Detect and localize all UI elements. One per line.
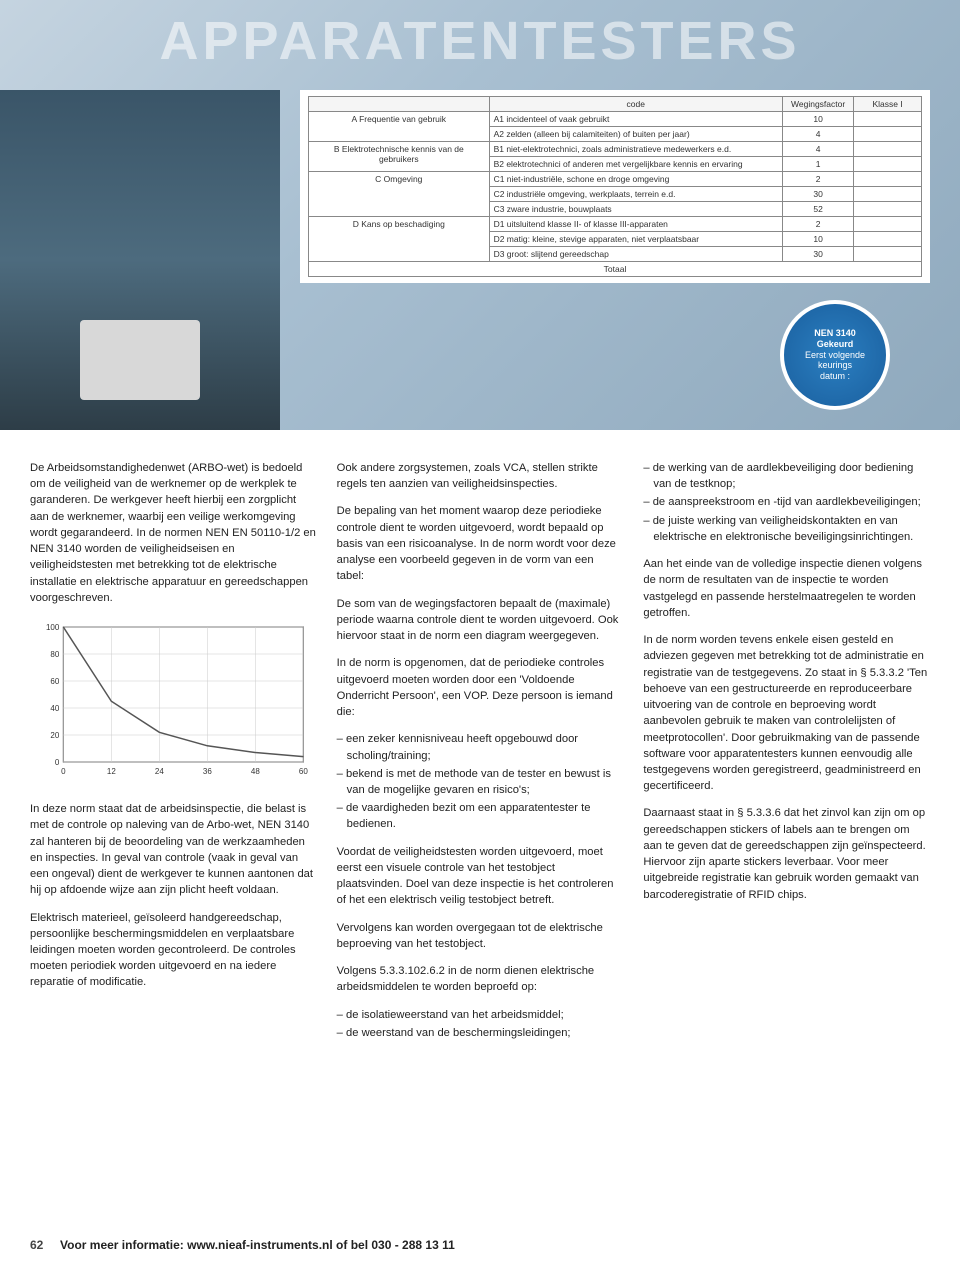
- svg-text:0: 0: [55, 758, 60, 767]
- column-2: Ook andere zorgsystemen, zoals VCA, stel…: [337, 460, 624, 1052]
- list-item: de isolatieweerstand van het arbeidsmidd…: [337, 1007, 624, 1023]
- table-cell: D3 groot: slijtend gereedschap: [489, 247, 782, 262]
- svg-text:24: 24: [155, 767, 164, 776]
- svg-text:20: 20: [50, 731, 59, 740]
- body-text: Daarnaast staat in § 5.3.3.6 dat het zin…: [643, 805, 930, 902]
- table-group-cell: A Frequentie van gebruik: [309, 112, 490, 142]
- list-item: de vaardigheden bezit om een apparatente…: [337, 800, 624, 832]
- table-cell: C3 zware industrie, bouwplaats: [489, 202, 782, 217]
- svg-text:40: 40: [50, 704, 59, 713]
- table-cell: [854, 157, 922, 172]
- list-item: de juiste werking van veiligheidskontakt…: [643, 513, 930, 545]
- table-group-cell: D Kans op beschadiging: [309, 217, 490, 262]
- table-cell: 4: [782, 127, 853, 142]
- table-cell: C2 industriële omgeving, werkplaats, ter…: [489, 187, 782, 202]
- table-cell: [854, 127, 922, 142]
- table-cell: [854, 232, 922, 247]
- svg-text:100: 100: [46, 623, 60, 632]
- table-cell: 2: [782, 217, 853, 232]
- table-cell: [854, 202, 922, 217]
- list-item: bekend is met de methode van de tester e…: [337, 766, 624, 798]
- table-cell: A2 zelden (alleen bij calamiteiten) of b…: [489, 127, 782, 142]
- body-text: Elektrisch materieel, geïsoleerd handger…: [30, 910, 317, 991]
- svg-text:60: 60: [299, 767, 308, 776]
- hero-table-container: code Wegingsfactor Klasse I A Frequentie…: [300, 90, 930, 283]
- table-cell: D2 matig: kleine, stevige apparaten, nie…: [489, 232, 782, 247]
- sticker-line: NEN 3140: [800, 328, 870, 339]
- table-header: [309, 97, 490, 112]
- body-text: De Arbeidsomstandighedenwet (ARBO-wet) i…: [30, 460, 317, 606]
- column-1: De Arbeidsomstandighedenwet (ARBO-wet) i…: [30, 460, 317, 1052]
- footer-text: Voor meer informatie: www.nieaf-instrume…: [60, 1238, 455, 1252]
- table-cell: D1 uitsluitend klasse II- of klasse III-…: [489, 217, 782, 232]
- table-cell: [854, 187, 922, 202]
- table-cell: [854, 112, 922, 127]
- risk-table: code Wegingsfactor Klasse I A Frequentie…: [308, 96, 922, 277]
- table-cell: 52: [782, 202, 853, 217]
- dash-list: de isolatieweerstand van het arbeidsmidd…: [337, 1007, 624, 1041]
- body-text: De bepaling van het moment waarop deze p…: [337, 503, 624, 584]
- list-item: een zeker kennisniveau heeft opgebouwd d…: [337, 731, 624, 763]
- list-item: de weerstand van de beschermingsleidinge…: [337, 1025, 624, 1041]
- table-cell: 30: [782, 187, 853, 202]
- svg-text:60: 60: [50, 677, 59, 686]
- table-cell: [854, 247, 922, 262]
- table-cell: 1: [782, 157, 853, 172]
- table-header: code: [489, 97, 782, 112]
- svg-text:80: 80: [50, 650, 59, 659]
- svg-text:0: 0: [61, 767, 66, 776]
- table-cell: B2 elektrotechnici of anderen met vergel…: [489, 157, 782, 172]
- table-cell: A1 incidenteel of vaak gebruikt: [489, 112, 782, 127]
- table-cell: 2: [782, 172, 853, 187]
- decay-chart: 0 20 40 60 80 100 0 12 24 36 48 60: [30, 617, 317, 787]
- table-cell: [854, 172, 922, 187]
- body-text: Aan het einde van de volledige inspectie…: [643, 556, 930, 621]
- table-cell: C1 niet-industriële, schone en droge omg…: [489, 172, 782, 187]
- svg-text:48: 48: [251, 767, 260, 776]
- body-text: De som van de wegingsfactoren bepaalt de…: [337, 596, 624, 645]
- table-cell: 30: [782, 247, 853, 262]
- list-item: de aanspreekstroom en -tijd van aardlekb…: [643, 494, 930, 510]
- body-text: Volgens 5.3.3.102.6.2 in de norm dienen …: [337, 963, 624, 995]
- body-text: Vervolgens kan worden overgegaan tot de …: [337, 920, 624, 952]
- svg-text:36: 36: [203, 767, 212, 776]
- table-group-cell: B Elektrotechnische kennis van de gebrui…: [309, 142, 490, 172]
- body-text: Voordat de veiligheidstesten worden uitg…: [337, 844, 624, 909]
- dash-list: een zeker kennisniveau heeft opgebouwd d…: [337, 731, 624, 832]
- page-title: APPARATENTESTERS: [159, 10, 800, 72]
- hero-photo: [0, 90, 280, 430]
- table-header: Wegingsfactor: [782, 97, 853, 112]
- table-cell: [854, 217, 922, 232]
- body-text: In deze norm staat dat de arbeidsinspect…: [30, 801, 317, 898]
- sticker-line: Eerst volgende: [800, 350, 870, 361]
- page-footer: 62 Voor meer informatie: www.nieaf-instr…: [30, 1238, 930, 1252]
- dash-list: de werking van de aardlekbeveiliging doo…: [643, 460, 930, 545]
- body-text: In de norm worden tevens enkele eisen ge…: [643, 632, 930, 794]
- svg-text:12: 12: [107, 767, 116, 776]
- content-columns: De Arbeidsomstandighedenwet (ARBO-wet) i…: [0, 430, 960, 1062]
- table-cell: [854, 142, 922, 157]
- table-cell: 4: [782, 142, 853, 157]
- table-group-cell: C Omgeving: [309, 172, 490, 217]
- list-item: de werking van de aardlekbeveiliging doo…: [643, 460, 930, 492]
- table-cell: 10: [782, 232, 853, 247]
- sticker-line: Gekeurd: [800, 339, 870, 350]
- sticker-line: datum :: [800, 371, 870, 382]
- inspection-sticker: NEN 3140 Gekeurd Eerst volgende keurings…: [780, 300, 890, 410]
- hero-section: APPARATENTESTERS code Wegingsfactor Klas…: [0, 0, 960, 430]
- table-cell: 10: [782, 112, 853, 127]
- page-number: 62: [30, 1238, 60, 1252]
- body-text: Ook andere zorgsystemen, zoals VCA, stel…: [337, 460, 624, 492]
- column-3: de werking van de aardlekbeveiliging doo…: [643, 460, 930, 1052]
- sticker-line: keurings: [800, 360, 870, 371]
- table-cell: B1 niet-elektrotechnici, zoals administr…: [489, 142, 782, 157]
- body-text: In de norm is opgenomen, dat de periodie…: [337, 655, 624, 720]
- table-footer: Totaal: [309, 262, 922, 277]
- table-header: Klasse I: [854, 97, 922, 112]
